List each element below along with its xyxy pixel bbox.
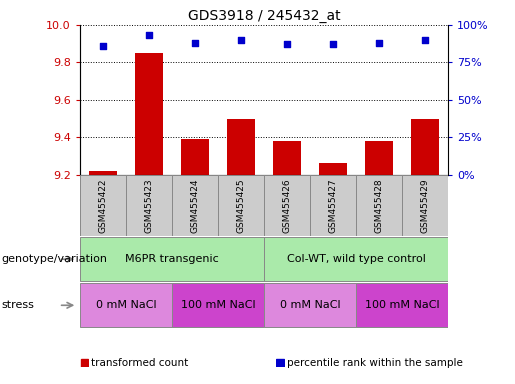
Text: Col-WT, wild type control: Col-WT, wild type control xyxy=(286,254,425,264)
Point xyxy=(191,40,199,46)
Bar xyxy=(356,283,448,328)
Text: GSM455423: GSM455423 xyxy=(144,178,153,233)
Bar xyxy=(80,175,126,236)
Text: GSM455428: GSM455428 xyxy=(374,178,384,233)
Bar xyxy=(310,175,356,236)
Bar xyxy=(402,175,448,236)
Bar xyxy=(356,175,402,236)
Text: 100 mM NaCl: 100 mM NaCl xyxy=(181,300,255,310)
Text: M6PR transgenic: M6PR transgenic xyxy=(125,254,219,264)
Text: stress: stress xyxy=(1,300,34,310)
Bar xyxy=(411,119,439,175)
Title: GDS3918 / 245432_at: GDS3918 / 245432_at xyxy=(187,8,340,23)
Text: 0 mM NaCl: 0 mM NaCl xyxy=(96,300,156,310)
Text: transformed count: transformed count xyxy=(91,358,188,368)
Text: GSM455422: GSM455422 xyxy=(98,178,107,233)
Bar xyxy=(80,237,264,281)
Text: genotype/variation: genotype/variation xyxy=(1,254,107,264)
Bar xyxy=(264,283,356,328)
Bar xyxy=(172,175,218,236)
Bar xyxy=(81,359,88,366)
Bar xyxy=(277,359,284,366)
Bar xyxy=(264,175,310,236)
Text: 0 mM NaCl: 0 mM NaCl xyxy=(280,300,340,310)
Text: GSM455427: GSM455427 xyxy=(329,178,337,233)
Bar xyxy=(80,283,172,328)
Point xyxy=(237,37,245,43)
Point xyxy=(329,41,337,48)
Point xyxy=(283,41,291,48)
Bar xyxy=(319,164,347,175)
Text: GSM455426: GSM455426 xyxy=(282,178,291,233)
Bar xyxy=(227,119,255,175)
Bar xyxy=(264,237,448,281)
Bar xyxy=(126,175,172,236)
Text: 100 mM NaCl: 100 mM NaCl xyxy=(365,300,439,310)
Text: GSM455425: GSM455425 xyxy=(236,178,246,233)
Bar xyxy=(365,141,393,175)
Point xyxy=(421,37,429,43)
Bar xyxy=(172,283,264,328)
Bar xyxy=(218,175,264,236)
Point xyxy=(145,32,153,38)
Bar xyxy=(135,53,163,175)
Text: GSM455424: GSM455424 xyxy=(191,178,199,233)
Bar xyxy=(181,139,209,175)
Text: percentile rank within the sample: percentile rank within the sample xyxy=(287,358,463,368)
Point xyxy=(375,40,383,46)
Text: GSM455429: GSM455429 xyxy=(421,178,430,233)
Bar xyxy=(89,171,116,175)
Bar xyxy=(273,141,301,175)
Point xyxy=(99,43,107,49)
